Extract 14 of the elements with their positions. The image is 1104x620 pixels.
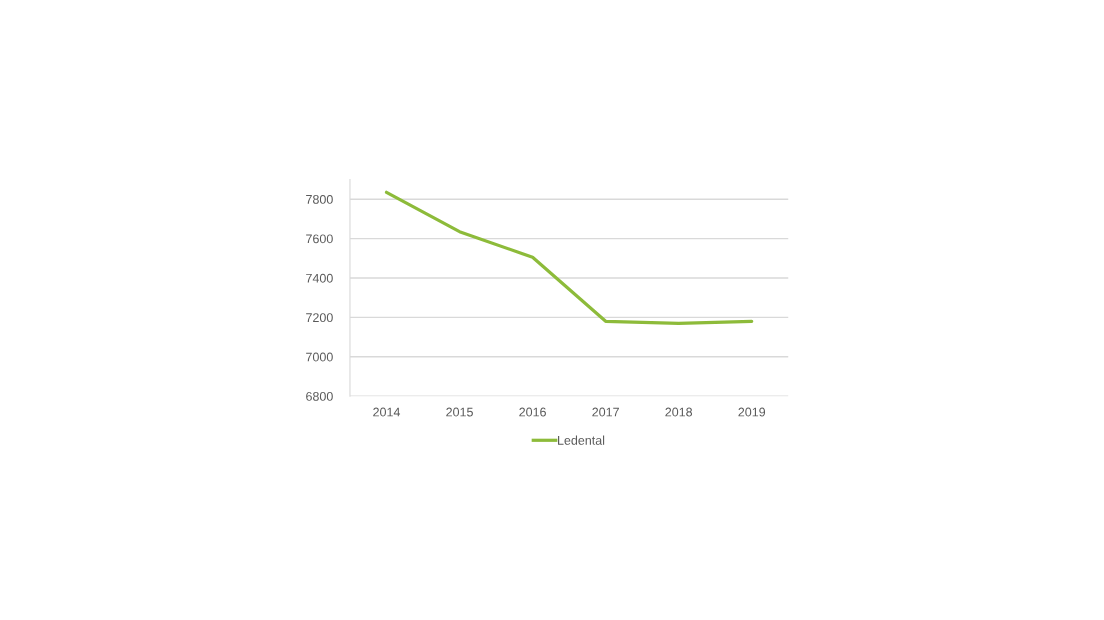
y-tick-label: 7200 [306,313,333,323]
y-tick-label: 7600 [306,234,333,244]
line-series [384,190,754,325]
legend-label: Ledental [558,435,605,445]
y-tick-label: 7000 [306,352,333,362]
y-tick-label: 7400 [306,273,333,283]
y-tick-label: 7800 [306,194,333,204]
x-tick-label: 2014 [373,407,401,417]
x-tick-label: 2015 [446,407,473,417]
x-tick-label: 2017 [592,407,619,417]
x-tick-label: 2016 [519,407,546,417]
x-tick-label: 2019 [738,407,766,417]
y-tick-label: 6800 [306,391,333,401]
x-tick-label: 2018 [665,407,693,417]
